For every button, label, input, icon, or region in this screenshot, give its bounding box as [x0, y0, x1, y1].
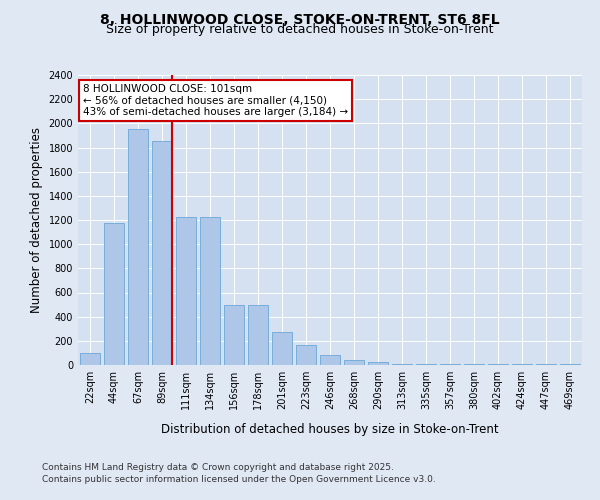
Bar: [560, 364, 580, 365]
Bar: [488, 364, 508, 365]
Text: 8, HOLLINWOOD CLOSE, STOKE-ON-TRENT, ST6 8FL: 8, HOLLINWOOD CLOSE, STOKE-ON-TRENT, ST6…: [100, 12, 500, 26]
Bar: [344, 360, 364, 365]
Text: 8 HOLLINWOOD CLOSE: 101sqm
← 56% of detached houses are smaller (4,150)
43% of s: 8 HOLLINWOOD CLOSE: 101sqm ← 56% of deta…: [83, 84, 348, 117]
Bar: [272, 332, 292, 365]
Bar: [176, 217, 196, 365]
Text: Distribution of detached houses by size in Stoke-on-Trent: Distribution of detached houses by size …: [161, 422, 499, 436]
Bar: [536, 364, 556, 365]
Text: Contains public sector information licensed under the Open Government Licence v3: Contains public sector information licen…: [42, 475, 436, 484]
Bar: [440, 364, 460, 365]
Bar: [104, 223, 124, 365]
Bar: [248, 304, 268, 365]
Bar: [296, 345, 316, 365]
Bar: [464, 364, 484, 365]
Bar: [512, 364, 532, 365]
Bar: [416, 364, 436, 365]
Bar: [224, 304, 244, 365]
Bar: [368, 362, 388, 365]
Bar: [392, 364, 412, 365]
Bar: [200, 217, 220, 365]
Bar: [80, 353, 100, 365]
Text: Size of property relative to detached houses in Stoke-on-Trent: Size of property relative to detached ho…: [106, 22, 494, 36]
Y-axis label: Number of detached properties: Number of detached properties: [30, 127, 43, 313]
Bar: [152, 142, 172, 365]
Text: Contains HM Land Registry data © Crown copyright and database right 2025.: Contains HM Land Registry data © Crown c…: [42, 462, 394, 471]
Bar: [320, 356, 340, 365]
Bar: [128, 130, 148, 365]
